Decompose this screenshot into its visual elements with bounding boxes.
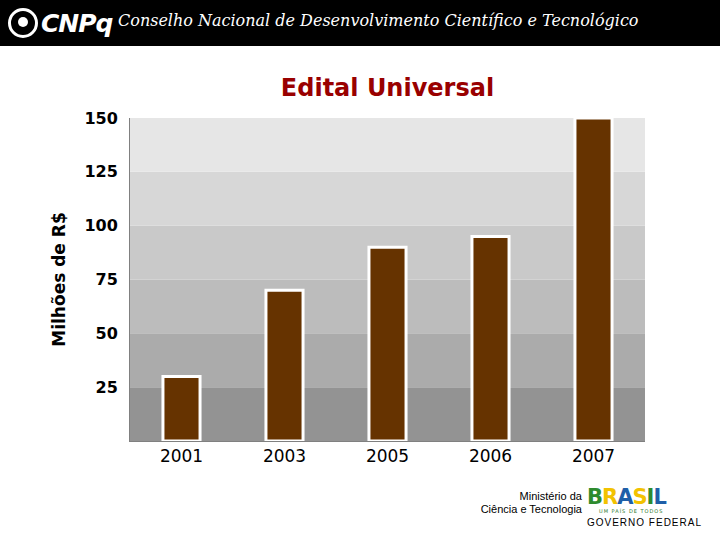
html-text:CNPq Conselho Nacional de Dese: CNPq Conselho Nacional de Desenvolviment… — [41, 8, 639, 38]
html-text:GOVERNO FEDERAL: GOVERNO FEDERAL — [587, 517, 702, 528]
svg-text:Milhões de R$: Milhões de R$ — [49, 212, 69, 346]
svg-text:150: 150 — [84, 109, 117, 128]
svg-text:100: 100 — [84, 216, 117, 235]
html-text:UM PAÍS DE TODOS: UM PAÍS DE TODOS — [599, 508, 664, 514]
svg-text:75: 75 — [96, 270, 118, 289]
svg-text:2007: 2007 — [572, 446, 615, 466]
svg-text:25: 25 — [96, 378, 118, 397]
svg-text:2001: 2001 — [160, 446, 203, 466]
svg-text:50: 50 — [96, 324, 118, 343]
svg-text:2005: 2005 — [366, 446, 409, 466]
html-text:Ministério da: Ministério da — [519, 490, 582, 502]
svg-text:2006: 2006 — [469, 446, 512, 466]
svg-text:125: 125 — [84, 162, 117, 181]
svg-text:2003: 2003 — [263, 446, 306, 466]
html-text:Ciência e Tecnologia B R A S I: Ciência e Tecnologia B R A S I L — [480, 485, 666, 515]
svg-text:Edital Universal: Edital Universal — [281, 74, 494, 102]
